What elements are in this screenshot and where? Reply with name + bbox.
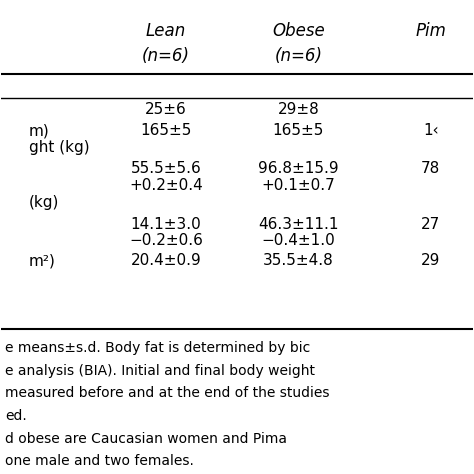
Text: d obese are Caucasian women and Pima: d obese are Caucasian women and Pima	[5, 432, 287, 446]
Text: 35.5±4.8: 35.5±4.8	[263, 253, 334, 268]
Text: 14.1±3.0: 14.1±3.0	[131, 217, 201, 232]
Text: 27: 27	[421, 217, 440, 232]
Text: −0.4±1.0: −0.4±1.0	[262, 233, 335, 248]
Text: 165±5: 165±5	[273, 123, 324, 138]
Text: m): m)	[29, 123, 50, 138]
Text: m²): m²)	[29, 253, 56, 268]
Text: e means±s.d. Body fat is determined by bic: e means±s.d. Body fat is determined by b…	[5, 341, 310, 355]
Text: 96.8±15.9: 96.8±15.9	[258, 161, 339, 176]
Text: 1‹: 1‹	[423, 123, 438, 138]
Text: +0.2±0.4: +0.2±0.4	[129, 177, 203, 192]
Text: 20.4±0.9: 20.4±0.9	[131, 253, 201, 268]
Text: 29±8: 29±8	[278, 102, 319, 117]
Text: Obese: Obese	[272, 22, 325, 40]
Text: 46.3±11.1: 46.3±11.1	[258, 217, 339, 232]
Text: 25±6: 25±6	[145, 102, 187, 117]
Text: one male and two females.: one male and two females.	[5, 455, 194, 468]
Text: (n=6): (n=6)	[274, 47, 322, 65]
Text: Lean: Lean	[146, 22, 186, 40]
Text: Pim: Pim	[415, 22, 446, 40]
Text: (n=6): (n=6)	[142, 47, 190, 65]
Text: (kg): (kg)	[29, 195, 59, 210]
Text: 29: 29	[421, 253, 440, 268]
Text: 165±5: 165±5	[140, 123, 192, 138]
Text: measured before and at the end of the studies: measured before and at the end of the st…	[5, 386, 330, 401]
Text: +0.1±0.7: +0.1±0.7	[262, 177, 335, 192]
Text: 78: 78	[421, 161, 440, 176]
Text: ed.: ed.	[5, 409, 27, 423]
Text: e analysis (BIA). Initial and final body weight: e analysis (BIA). Initial and final body…	[5, 364, 315, 378]
Text: −0.2±0.6: −0.2±0.6	[129, 233, 203, 248]
Text: ght (kg): ght (kg)	[29, 140, 90, 155]
Text: 55.5±5.6: 55.5±5.6	[131, 161, 201, 176]
